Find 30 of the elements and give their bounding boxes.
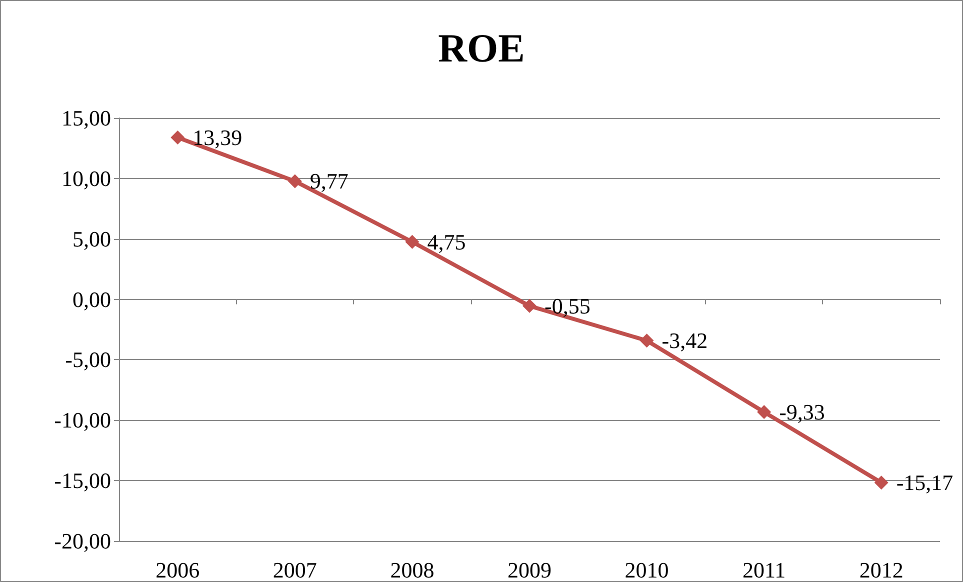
- x-tick-label: 2009: [508, 558, 552, 582]
- y-tick-label: 0,00: [72, 286, 111, 312]
- y-tick-label: 5,00: [72, 226, 111, 252]
- data-label: -15,17: [896, 470, 954, 496]
- x-tick-label: 2011: [742, 558, 786, 582]
- point: [874, 476, 888, 490]
- data-label: 4,75: [427, 229, 466, 254]
- y-tick-label: 10,00: [62, 166, 111, 191]
- point: [522, 298, 536, 313]
- x-tick-label: 2010: [624, 558, 669, 582]
- y-tick-label: -5,00: [65, 347, 111, 372]
- x-tick-label: 2006: [156, 558, 200, 582]
- data-label: -9,33: [779, 400, 825, 425]
- y-tick-label: -15,00: [54, 468, 111, 494]
- x-tick-label: 2012: [859, 558, 904, 582]
- point: [288, 174, 302, 188]
- chart-title: ROE: [438, 26, 525, 70]
- data-label: -0,55: [544, 293, 590, 318]
- point: [405, 234, 420, 249]
- data-label: 9,77: [310, 168, 348, 194]
- point: [757, 405, 772, 420]
- x-tick-label: 2008: [390, 558, 434, 582]
- x-tick-label: 2007: [272, 558, 317, 582]
- data-label: -3,42: [662, 328, 708, 354]
- y-tick-label: -20,00: [54, 528, 111, 554]
- point: [640, 334, 654, 348]
- data-label: 13,39: [192, 124, 242, 150]
- y-tick-label: -10,00: [54, 408, 111, 433]
- point: [170, 130, 185, 144]
- y-tick-label: 15,00: [62, 106, 111, 130]
